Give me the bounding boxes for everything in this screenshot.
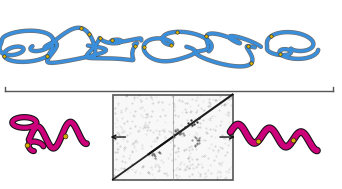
Bar (113, 94, 233, 180)
